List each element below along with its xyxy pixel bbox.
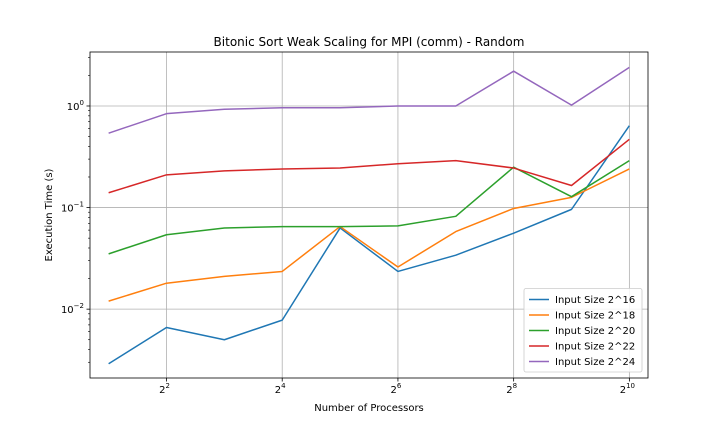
plot-frame [89,51,649,379]
y-tick-label: 10−1 [61,201,84,215]
legend: Input Size 2^16 Input Size 2^18 Input Size… [523,288,643,373]
y-axis-label: Execution Time (s) [44,168,55,261]
legend-entry: Input Size 2^24 [555,357,635,368]
series-line [108,125,630,365]
y-tick-label: 10−2 [61,302,84,316]
legend-entry: Input Size 2^18 [555,311,635,322]
y-tick-label: 100 [67,99,84,113]
x-tick-label: 24 [275,382,286,396]
x-tick-label: 210 [620,382,635,396]
legend-entry: Input Size 2^20 [555,326,635,337]
legend-entry: Input Size 2^16 [555,295,635,306]
axis-ticks: 22 24 26 28 210 10−2 10−1 100 [61,57,635,396]
series-line [108,168,630,302]
x-tick-label: 28 [506,382,517,396]
x-tick-label: 26 [391,382,402,396]
legend-box [523,288,643,373]
x-tick-label: 22 [159,382,170,396]
series-line [108,138,630,194]
legend-entry: Input Size 2^22 [555,342,635,353]
series-lines [108,66,630,365]
series-line [108,66,630,134]
chart-title: Bitonic Sort Weak Scaling for MPI (comm)… [214,35,525,49]
series-line [108,159,630,255]
x-axis-label: Number of Processors [314,403,424,414]
